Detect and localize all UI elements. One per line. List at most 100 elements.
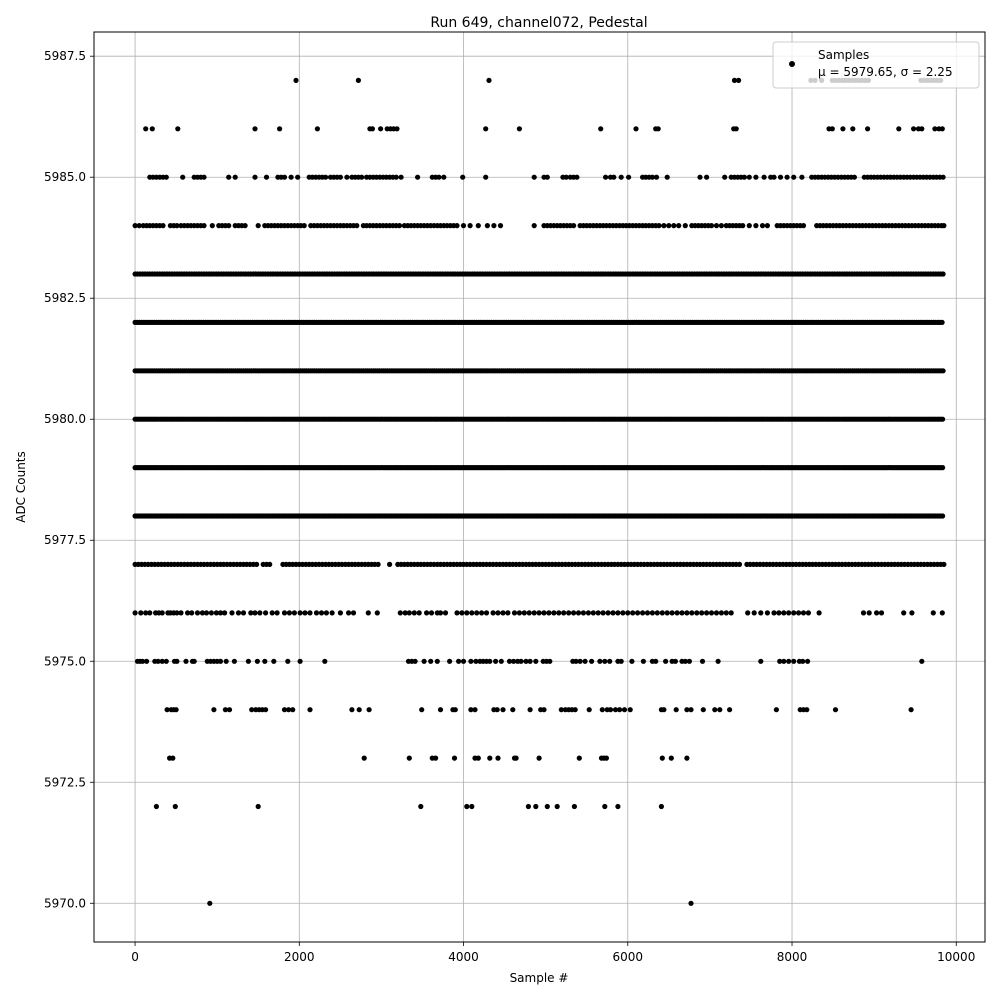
data-point xyxy=(159,610,165,616)
data-point xyxy=(700,707,706,713)
data-point xyxy=(571,803,578,810)
data-point xyxy=(398,174,404,180)
data-point xyxy=(603,755,610,761)
y-tick-label: 5982.5 xyxy=(44,291,86,305)
data-point xyxy=(589,658,595,664)
data-point xyxy=(147,610,153,616)
data-point xyxy=(746,174,752,180)
data-point xyxy=(255,223,261,229)
data-point xyxy=(394,126,400,132)
x-tick-label: 2000 xyxy=(284,950,315,964)
data-point xyxy=(307,610,313,616)
x-tick-label: 10000 xyxy=(937,950,975,964)
data-point xyxy=(600,610,606,616)
data-point xyxy=(661,223,667,229)
data-point xyxy=(850,126,856,132)
data-point xyxy=(337,610,343,616)
data-point xyxy=(673,707,679,713)
data-point xyxy=(777,174,784,180)
data-point xyxy=(712,707,718,713)
data-point xyxy=(301,223,307,229)
data-point xyxy=(475,755,481,761)
data-point xyxy=(764,223,771,229)
data-point xyxy=(840,126,846,132)
data-point xyxy=(160,223,166,229)
data-point xyxy=(718,610,725,616)
data-point xyxy=(255,803,261,810)
data-point xyxy=(267,561,273,568)
data-point xyxy=(684,610,690,616)
data-point xyxy=(546,610,552,616)
data-point xyxy=(664,610,670,616)
data-point xyxy=(240,610,247,616)
data-point xyxy=(495,755,501,761)
data-point xyxy=(235,610,242,616)
data-point xyxy=(467,223,473,229)
data-point xyxy=(217,610,224,616)
data-point xyxy=(329,610,335,616)
data-point xyxy=(194,610,201,616)
data-point xyxy=(433,755,439,761)
data-point xyxy=(159,658,165,664)
data-point xyxy=(554,803,560,810)
data-point xyxy=(708,223,715,229)
data-point xyxy=(688,900,694,906)
data-point xyxy=(211,707,217,713)
data-point xyxy=(288,174,294,180)
data-point xyxy=(649,174,656,180)
data-point xyxy=(183,658,189,664)
data-point xyxy=(533,658,539,664)
data-point xyxy=(513,755,519,761)
data-point xyxy=(901,610,907,616)
data-point xyxy=(676,223,682,229)
data-point xyxy=(359,174,365,180)
data-point xyxy=(493,658,499,664)
data-point xyxy=(655,126,661,132)
data-point xyxy=(498,658,504,664)
data-point xyxy=(143,126,149,132)
plot-frame xyxy=(93,31,986,943)
data-point xyxy=(671,223,677,229)
data-point xyxy=(940,416,946,422)
data-point xyxy=(829,126,835,132)
data-point xyxy=(254,658,260,664)
data-point xyxy=(930,610,936,616)
data-point xyxy=(521,610,527,616)
data-point xyxy=(736,561,743,568)
data-point xyxy=(464,610,470,616)
data-point xyxy=(586,707,592,713)
data-point xyxy=(669,610,675,616)
data-point xyxy=(207,900,213,906)
data-point xyxy=(688,707,694,713)
data-point xyxy=(500,707,506,713)
y-axis: 5970.0 5972.5 5975.0 5977.5 5980.0 5982.5 5985… xyxy=(44,49,94,910)
data-point xyxy=(222,707,228,713)
data-point xyxy=(908,707,914,713)
data-point xyxy=(281,174,288,180)
data-point xyxy=(526,610,532,616)
data-point xyxy=(290,707,296,713)
data-point xyxy=(878,610,885,616)
data-point xyxy=(302,610,308,616)
data-point xyxy=(459,610,465,616)
data-point xyxy=(805,610,812,616)
data-point xyxy=(511,610,518,616)
data-point xyxy=(753,223,759,229)
data-point xyxy=(257,610,263,616)
data-point xyxy=(153,803,159,810)
data-point xyxy=(318,610,325,616)
data-point xyxy=(585,610,592,616)
data-point xyxy=(172,803,178,810)
data-point xyxy=(704,174,710,180)
data-point xyxy=(495,610,501,616)
data-point xyxy=(541,707,547,713)
data-point xyxy=(378,126,384,132)
data-point xyxy=(758,658,764,664)
data-point xyxy=(781,610,787,616)
data-point xyxy=(454,610,460,616)
data-point xyxy=(599,707,605,713)
data-point xyxy=(412,658,418,664)
data-point xyxy=(733,126,739,132)
data-point xyxy=(656,223,662,229)
data-point xyxy=(940,271,946,277)
